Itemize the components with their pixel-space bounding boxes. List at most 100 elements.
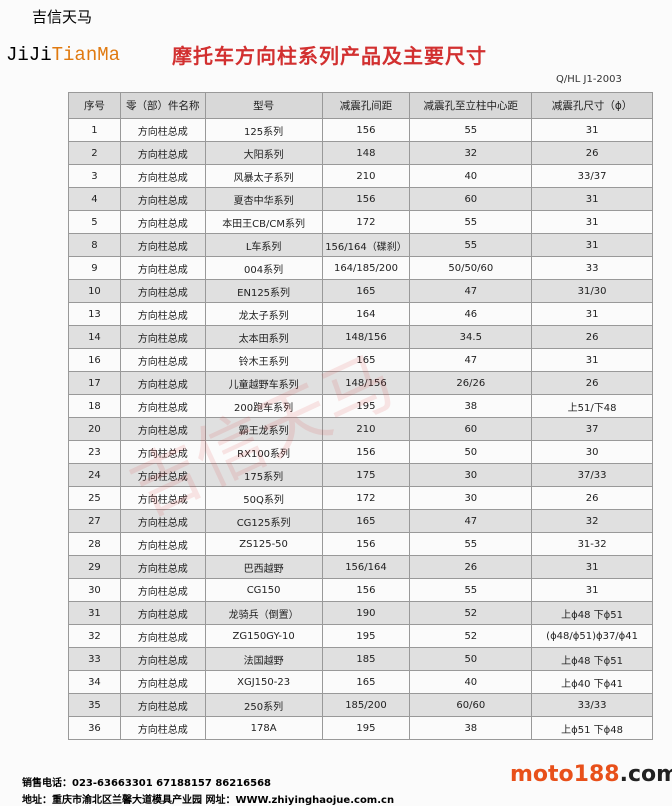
table-cell: 方向柱总成 xyxy=(119,348,206,372)
table: 序号 零（部）件名称 型号 减震孔间距 减震孔至立柱中心距 减震孔尺寸（ϕ） 1 方向柱总成… xyxy=(68,92,653,740)
table-cell: 20 xyxy=(68,417,121,441)
table-cell: 156 xyxy=(321,578,411,602)
table-cell: 上ϕ51 下ϕ48 xyxy=(531,716,653,740)
column-header: 型号 xyxy=(204,92,323,119)
table-cell: 60/60 xyxy=(409,693,533,717)
table-cell: 26/26 xyxy=(409,371,533,395)
table-row: 17 方向柱总成 儿童越野车系列 148/156 26/26 26 xyxy=(68,371,653,395)
table-cell: 156 xyxy=(321,532,411,556)
table-cell: 40 xyxy=(409,670,533,694)
table-cell: 30 xyxy=(68,578,121,602)
table-cell: 50/50/60 xyxy=(409,256,533,280)
table-cell: 46 xyxy=(409,302,533,326)
table-cell: 55 xyxy=(409,578,533,602)
table-cell: 方向柱总成 xyxy=(119,624,206,648)
table-cell: 方向柱总成 xyxy=(119,670,206,694)
table-cell: 方向柱总成 xyxy=(119,141,206,165)
table-cell: EN125系列 xyxy=(204,279,323,303)
table-cell: 方向柱总成 xyxy=(119,578,206,602)
table-cell: 55 xyxy=(409,210,533,234)
table-cell: 34.5 xyxy=(409,325,533,349)
table-cell: 儿童越野车系列 xyxy=(204,371,323,395)
table-cell: 方向柱总成 xyxy=(119,463,206,487)
table-cell: 2 xyxy=(68,141,121,165)
table-cell: 方向柱总成 xyxy=(119,693,206,717)
table-cell: 178A xyxy=(204,716,323,740)
table-cell: 铃木王系列 xyxy=(204,348,323,372)
table-cell: 龙太子系列 xyxy=(204,302,323,326)
table-row: 24 方向柱总成 175系列 175 30 37/33 xyxy=(68,463,653,487)
table-cell: 方向柱总成 xyxy=(119,601,206,625)
table-cell: 55 xyxy=(409,233,533,257)
table-cell: 巴西越野 xyxy=(204,555,323,579)
table-row: 23 方向柱总成 RX100系列 156 50 30 xyxy=(68,440,653,464)
site: moto188.com xyxy=(510,762,672,787)
table-cell: 方向柱总成 xyxy=(119,118,206,142)
table-cell: ZS125-50 xyxy=(204,532,323,556)
table-cell: 方向柱总成 xyxy=(119,256,206,280)
table-cell: 27 xyxy=(68,509,121,533)
table-cell: 31 xyxy=(531,302,653,326)
table-cell: 175 xyxy=(321,463,411,487)
table-cell: 164 xyxy=(321,302,411,326)
table-row: 25 方向柱总成 50Q系列 172 30 26 xyxy=(68,486,653,510)
table-cell: 190 xyxy=(321,601,411,625)
table-row: 29 方向柱总成 巴西越野 156/164 26 31 xyxy=(68,555,653,579)
table-cell: 26 xyxy=(531,371,653,395)
table-cell: 方向柱总成 xyxy=(119,279,206,303)
table-cell: 156/164 xyxy=(321,555,411,579)
table-cell: 172 xyxy=(321,210,411,234)
table-row: 30 方向柱总成 CG150 156 55 31 xyxy=(68,578,653,602)
table-cell: 上ϕ48 下ϕ51 xyxy=(531,601,653,625)
table-cell: 8 xyxy=(68,233,121,257)
table-cell: 26 xyxy=(531,325,653,349)
table-cell: 1 xyxy=(68,118,121,142)
table-cell: 52 xyxy=(409,624,533,648)
table-cell: 3 xyxy=(68,164,121,188)
table-cell: 156 xyxy=(321,118,411,142)
table-row: 34 方向柱总成 XGJ150-23 165 40 上ϕ40 下ϕ41 xyxy=(68,670,653,694)
column-header: 减震孔至立柱中心距 xyxy=(409,92,533,119)
table-cell: 210 xyxy=(321,417,411,441)
table-cell: 方向柱总成 xyxy=(119,440,206,464)
table-cell: 方向柱总成 xyxy=(119,325,206,349)
table-cell: 26 xyxy=(531,141,653,165)
table-cell: 47 xyxy=(409,348,533,372)
table-cell: 5 xyxy=(68,210,121,234)
table-cell: 185 xyxy=(321,647,411,671)
table-cell: 210 xyxy=(321,164,411,188)
table-cell: 31 xyxy=(531,555,653,579)
table-cell: 方向柱总成 xyxy=(119,187,206,211)
table-cell: 方向柱总成 xyxy=(119,532,206,556)
table-cell: 夏杏中华系列 xyxy=(204,187,323,211)
table-cell: 52 xyxy=(409,601,533,625)
table-row: 1 方向柱总成 125系列 156 55 31 xyxy=(68,118,653,142)
table-row: 10 方向柱总成 EN125系列 165 47 31/30 xyxy=(68,279,653,303)
table-cell: 方向柱总成 xyxy=(119,371,206,395)
table-cell: 28 xyxy=(68,532,121,556)
table-cell: 60 xyxy=(409,187,533,211)
table-cell: 32 xyxy=(531,509,653,533)
table-cell: 31 xyxy=(531,118,653,142)
table-cell: 方向柱总成 xyxy=(119,210,206,234)
table-cell: 165 xyxy=(321,670,411,694)
table-cell: 9 xyxy=(68,256,121,280)
table-cell: 31 xyxy=(531,233,653,257)
table-cell: 50 xyxy=(409,647,533,671)
table-cell: 38 xyxy=(409,716,533,740)
table-cell: 250系列 xyxy=(204,693,323,717)
table-cell: 165 xyxy=(321,279,411,303)
table-cell: 148/156 xyxy=(321,371,411,395)
table-row: 9 方向柱总成 004系列 164/185/200 50/50/60 33 xyxy=(68,256,653,280)
title: 摩托车方向柱系列产品及主要尺寸 xyxy=(172,44,487,68)
table-row: 2 方向柱总成 大阳系列 148 32 26 xyxy=(68,141,653,165)
table-cell: 29 xyxy=(68,555,121,579)
table-cell: 10 xyxy=(68,279,121,303)
table-cell: 26 xyxy=(409,555,533,579)
column-header: 序号 xyxy=(68,92,121,119)
table-row: 35 方向柱总成 250系列 185/200 60/60 33/33 xyxy=(68,693,653,717)
table-cell: 30 xyxy=(531,440,653,464)
table-cell: 方向柱总成 xyxy=(119,233,206,257)
table-cell: CG150 xyxy=(204,578,323,602)
table-row: 3 方向柱总成 风暴太子系列 210 40 33/37 xyxy=(68,164,653,188)
